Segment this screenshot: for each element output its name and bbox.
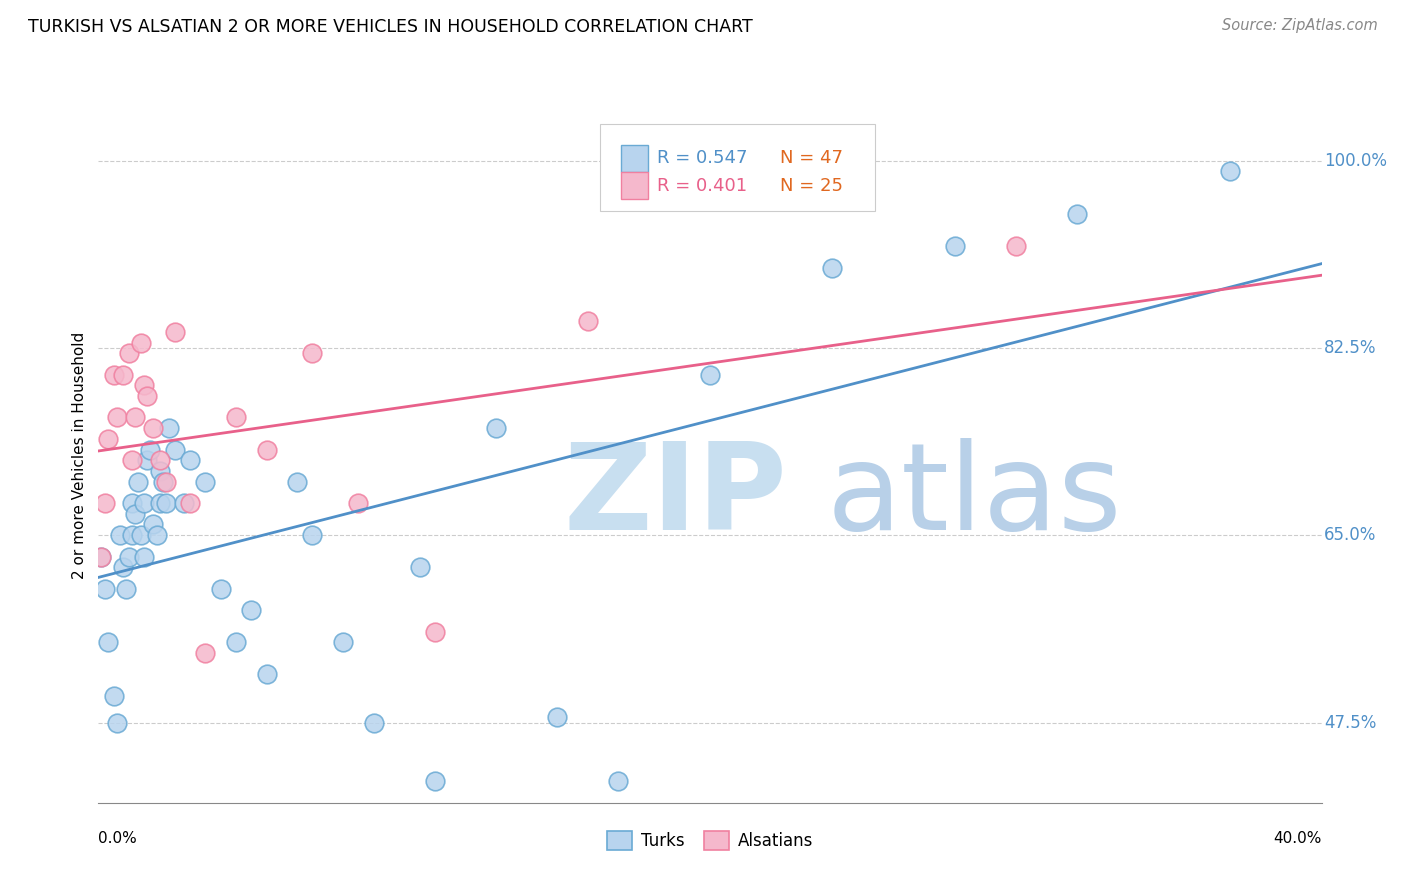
Point <box>118 549 141 564</box>
Point <box>121 528 143 542</box>
Point <box>134 378 156 392</box>
Text: Source: ZipAtlas.com: Source: ZipAtlas.com <box>1222 18 1378 33</box>
Text: 100.0%: 100.0% <box>1324 152 1388 169</box>
Point <box>194 646 217 660</box>
Point <box>699 368 721 382</box>
Text: 65.0%: 65.0% <box>1324 526 1376 544</box>
Point <box>363 715 385 730</box>
Point <box>142 517 165 532</box>
Point <box>163 442 186 457</box>
Text: R = 0.547: R = 0.547 <box>658 149 748 168</box>
Point <box>256 667 278 681</box>
Text: TURKISH VS ALSATIAN 2 OR MORE VEHICLES IN HOUSEHOLD CORRELATION CHART: TURKISH VS ALSATIAN 2 OR MORE VEHICLES I… <box>28 18 752 36</box>
Point <box>485 421 508 435</box>
Point <box>179 453 201 467</box>
Point <box>124 507 146 521</box>
Point <box>103 689 125 703</box>
Point <box>225 410 247 425</box>
Point <box>155 496 177 510</box>
Text: N = 25: N = 25 <box>780 177 842 194</box>
Point <box>121 496 143 510</box>
Point <box>136 453 159 467</box>
Point <box>97 635 120 649</box>
Y-axis label: 2 or more Vehicles in Household: 2 or more Vehicles in Household <box>72 331 87 579</box>
Point <box>129 528 152 542</box>
Point <box>194 475 217 489</box>
Text: atlas: atlas <box>827 438 1122 555</box>
Point <box>142 421 165 435</box>
Point <box>124 410 146 425</box>
FancyBboxPatch shape <box>600 124 875 211</box>
Point <box>408 560 430 574</box>
Point <box>943 239 966 253</box>
Point <box>821 260 844 275</box>
Point <box>163 325 186 339</box>
Point <box>256 442 278 457</box>
Point <box>179 496 201 510</box>
Point <box>423 624 446 639</box>
Text: R = 0.401: R = 0.401 <box>658 177 748 194</box>
Point <box>139 442 162 457</box>
Bar <box>620 145 648 171</box>
Point <box>155 475 177 489</box>
Point <box>121 453 143 467</box>
Point <box>1219 164 1241 178</box>
Point <box>115 582 138 596</box>
Point <box>105 715 128 730</box>
Point <box>1004 239 1026 253</box>
Point <box>240 603 263 617</box>
Point <box>423 774 446 789</box>
Point <box>111 368 134 382</box>
Point <box>149 464 172 478</box>
Point <box>332 635 354 649</box>
Point <box>93 582 115 596</box>
Text: N = 47: N = 47 <box>780 149 842 168</box>
Text: 82.5%: 82.5% <box>1324 339 1376 357</box>
Point <box>1066 207 1088 221</box>
Point <box>118 346 141 360</box>
Text: 40.0%: 40.0% <box>1274 830 1322 846</box>
Point <box>111 560 134 574</box>
Point <box>90 549 112 564</box>
Point <box>301 528 323 542</box>
Point <box>105 410 128 425</box>
Text: 47.5%: 47.5% <box>1324 714 1376 731</box>
Text: ZIP: ZIP <box>564 438 787 555</box>
Point <box>103 368 125 382</box>
Point <box>90 549 112 564</box>
Point <box>134 496 156 510</box>
Point <box>546 710 568 724</box>
Point <box>347 496 370 510</box>
Legend: Turks, Alsatians: Turks, Alsatians <box>600 824 820 857</box>
Point <box>134 549 156 564</box>
Point <box>152 475 174 489</box>
Point <box>149 496 172 510</box>
Point <box>129 335 152 350</box>
Point <box>108 528 131 542</box>
Point <box>149 453 172 467</box>
Bar <box>620 172 648 199</box>
Point <box>97 432 120 446</box>
Point <box>173 496 195 510</box>
Point <box>209 582 232 596</box>
Point <box>93 496 115 510</box>
Point <box>136 389 159 403</box>
Point <box>607 774 630 789</box>
Text: 0.0%: 0.0% <box>98 830 138 846</box>
Point <box>576 314 599 328</box>
Point <box>145 528 167 542</box>
Point <box>301 346 323 360</box>
Point <box>157 421 180 435</box>
Point <box>285 475 308 489</box>
Point <box>127 475 149 489</box>
Point <box>225 635 247 649</box>
